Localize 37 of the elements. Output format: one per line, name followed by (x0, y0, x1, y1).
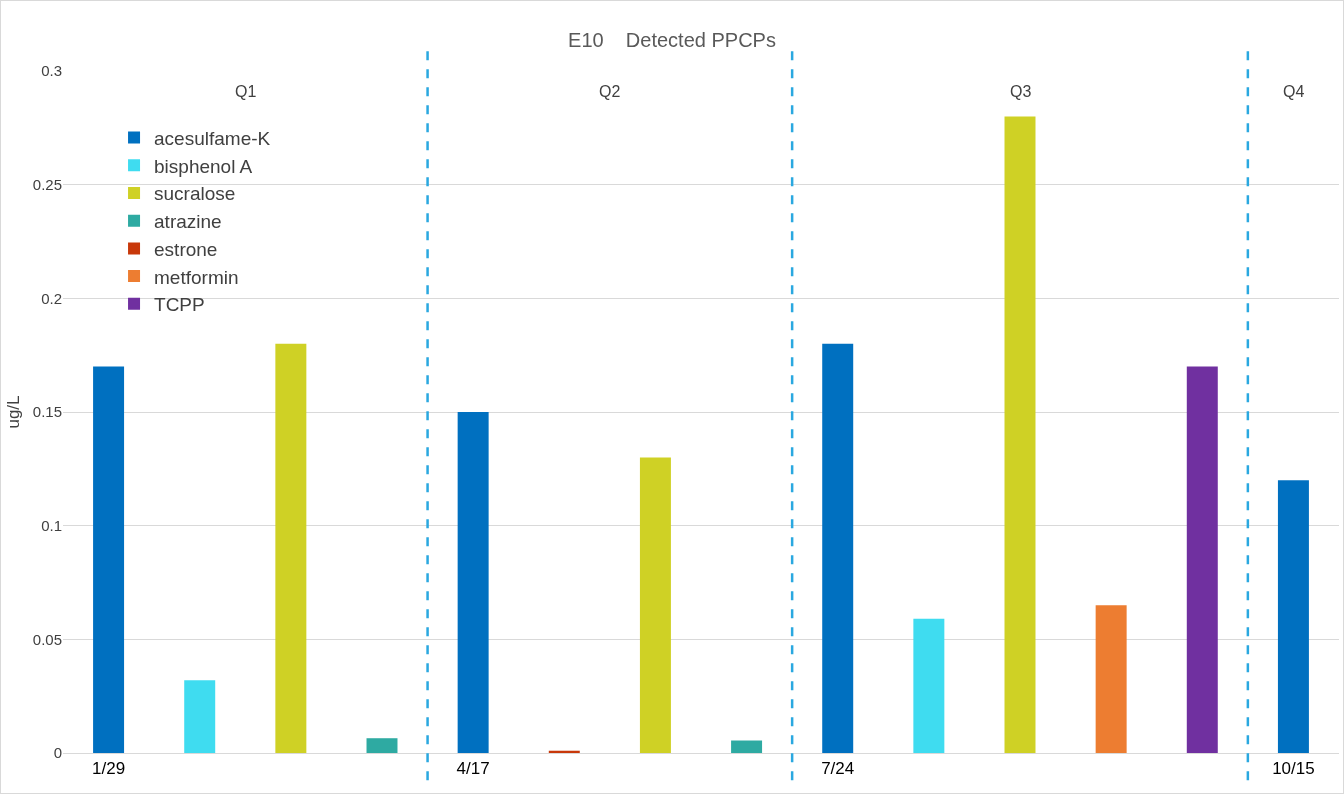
y-tick-label: 0.2 (41, 289, 62, 307)
legend-label: atrazine (154, 211, 222, 233)
legend-label: TCPP (154, 294, 205, 316)
bar (93, 366, 125, 753)
x-tick-label: 10/15 (1272, 759, 1315, 779)
y-tick-label: 0 (53, 744, 62, 762)
y-tick-label: 0.3 (41, 62, 62, 80)
legend-label: bisphenol A (154, 155, 253, 177)
annotation: Q2 (599, 83, 621, 100)
y-tick-label: 0.1 (41, 516, 62, 534)
x-tick-label: 1/29 (92, 759, 126, 779)
x-tick-label: 4/17 (456, 759, 490, 779)
bar (639, 457, 671, 753)
annotation: Q1 (235, 83, 257, 100)
bar (1004, 116, 1036, 753)
y-tick-label: 0.05 (32, 630, 62, 648)
bar (1277, 480, 1309, 753)
annotation: Q3 (1010, 83, 1032, 100)
bar (366, 738, 398, 753)
bar (822, 343, 854, 753)
bar (1186, 366, 1218, 753)
legend-label: acesulfame-K (154, 128, 271, 149)
legend-label: estrone (154, 238, 218, 260)
bar (913, 618, 945, 753)
bar (184, 680, 216, 753)
bar (1095, 605, 1127, 753)
bar (731, 740, 763, 753)
y-tick-label: 0.25 (32, 175, 62, 193)
x-tick-label: 7/24 (821, 759, 855, 779)
bar (457, 412, 489, 753)
y-axis-title: ug/L (4, 395, 23, 429)
legend-label: sucralose (154, 183, 236, 205)
bar (275, 343, 307, 753)
chart-title: E10 Detected PPCPs (568, 28, 776, 51)
annotation: Q4 (1283, 83, 1305, 100)
legend-label: metformin (154, 266, 239, 288)
y-tick-label: 0.15 (32, 403, 62, 421)
